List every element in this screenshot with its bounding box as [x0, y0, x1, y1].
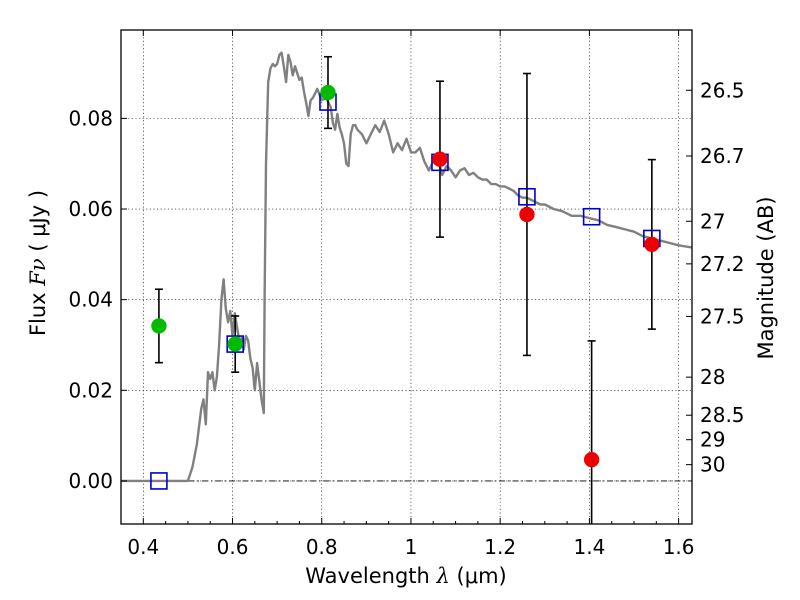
- x-axis-label: Wavelength λ (μm): [305, 564, 506, 588]
- mag-tick-label: 30: [700, 453, 725, 477]
- y-tick-label: 0.04: [68, 288, 113, 312]
- y-axis-label-unit: ( μJy ): [26, 190, 50, 252]
- x-tick-label: 1: [405, 535, 418, 559]
- x-axis-label-symbol: λ: [436, 564, 450, 588]
- y-axis-label: Flux Fν ( μJy ): [26, 190, 50, 336]
- x-tick-label: 1.6: [663, 535, 695, 559]
- errorbars-group: [154, 55, 656, 524]
- y2-axis-label: Magnitude (AB): [754, 196, 778, 359]
- tick-labels-group: 0.4 0.6 0.8 1 1.2 1.4 1.6 0.00 0.02 0.04 0.06 0.08 2…: [68, 78, 744, 559]
- data-point-circle: [583, 451, 600, 468]
- mag-tick-label: 27.5: [700, 304, 745, 328]
- mag-tick-label: 26.7: [700, 144, 745, 168]
- grid-lines: [121, 30, 692, 524]
- x-axis-label-unit: (μm): [457, 564, 507, 588]
- error-bar: [587, 340, 596, 524]
- data-point-circle: [644, 236, 660, 253]
- y-tick-label: 0.08: [68, 106, 113, 130]
- mag-tick-label: 26.5: [700, 78, 745, 102]
- data-point-circle: [519, 206, 535, 223]
- x-tick-label: 1.2: [484, 535, 516, 559]
- y-tick-label: 0.02: [68, 378, 113, 402]
- model-square-marker: [518, 187, 536, 206]
- spectrum-line: [121, 51, 693, 483]
- data-point-circle: [432, 151, 448, 167]
- y-tick-label: 0.06: [68, 197, 113, 221]
- data-point-circle: [227, 336, 243, 352]
- model-square-marker: [150, 472, 168, 490]
- model-square-marker: [226, 335, 244, 353]
- model-square-marker: [582, 207, 601, 226]
- x-tick-label: 0.8: [306, 535, 338, 559]
- spectrum-group: [121, 51, 693, 483]
- mag-tick-label: 27: [700, 209, 725, 233]
- mag-tick-label: 29: [700, 428, 725, 452]
- ticks-group: [120, 30, 692, 524]
- mag-tick-label: 28: [700, 365, 725, 389]
- markers-group: [150, 84, 661, 490]
- data-point-circle: [320, 84, 336, 101]
- x-tick-label: 1.4: [573, 535, 605, 559]
- y-tick-label: 0.00: [68, 469, 113, 493]
- mag-tick-label: 28.5: [700, 403, 745, 427]
- mag-tick-label: 27.2: [700, 252, 745, 276]
- y-axis-label-symbol: Fν: [26, 258, 50, 287]
- data-point-circle: [151, 318, 167, 334]
- y-axis-label-text: Flux: [26, 292, 50, 336]
- x-tick-label: 0.4: [127, 535, 159, 559]
- plot-frame: [120, 29, 693, 525]
- x-tick-label: 0.6: [217, 535, 249, 559]
- x-axis-label-text: Wavelength: [305, 564, 430, 588]
